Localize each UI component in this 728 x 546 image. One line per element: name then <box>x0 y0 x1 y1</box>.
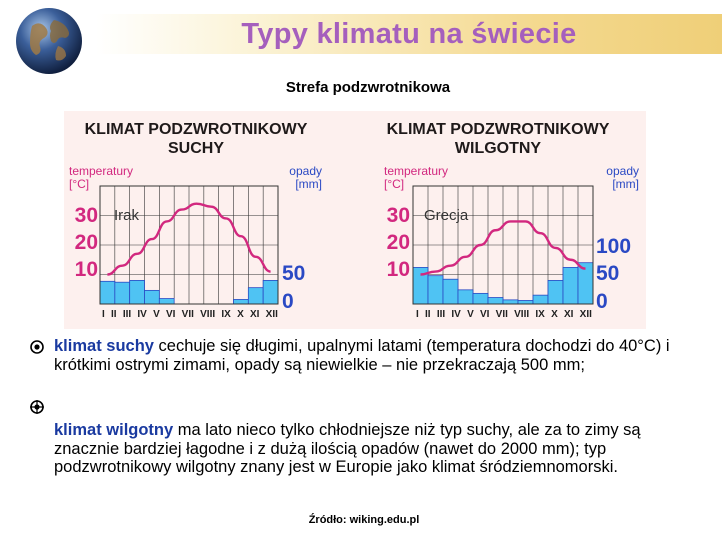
left-chart-title-line1: KLIMAT PODZWROTNIKOWY <box>84 121 308 138</box>
slide-subtitle: Strefa podzwrotnikowa <box>285 79 451 96</box>
right-chart-title-line2: WILGOTNY <box>454 140 542 157</box>
item-dry-text: cechuje się długimi, upalnymi latami (te… <box>54 337 670 374</box>
right-precip-bar-VIII <box>517 300 534 305</box>
climate-figure: KLIMAT PODZWROTNIKOWY SUCHY temperatury … <box>64 111 646 329</box>
title-bar <box>96 14 722 54</box>
left-ytick-30: 30 <box>74 204 98 227</box>
right-frame <box>412 185 594 305</box>
right-ytick-20: 20 <box>386 231 410 254</box>
left-prec-axis-caption: opady [mm] <box>274 165 322 191</box>
left-precip-bar-II <box>114 281 131 305</box>
left-ytick-10: 10 <box>74 258 98 281</box>
left-month-III: III <box>122 309 132 320</box>
left-month-IV: IV <box>137 309 147 320</box>
right-temp-caption-line1: temperatury <box>384 164 449 178</box>
right-climate-chart <box>412 185 594 305</box>
left-y2tick-0: 0 <box>282 290 294 313</box>
right-y2tick-50: 50 <box>596 262 620 285</box>
slide-title: Typy klimatu na świecie <box>241 18 577 50</box>
right-month-X: X <box>551 309 558 320</box>
left-month-VIII: VIII <box>200 309 216 320</box>
bullet-icon <box>30 340 44 354</box>
left-temp-axis-caption: temperatury [°C] <box>69 165 133 191</box>
item-dry-climate: klimat suchy cechuje się długimi, upalny… <box>54 337 704 374</box>
right-temp-caption-line2: [°C] <box>384 177 405 191</box>
item-humid-term: klimat wilgotny <box>54 421 174 439</box>
right-precip-bar-XI <box>562 267 579 305</box>
left-y2tick-50: 50 <box>282 262 306 285</box>
source-caption: Źródło: wiking.edu.pl <box>308 514 420 526</box>
right-month-II: II <box>425 309 431 320</box>
bullet-icon <box>30 400 44 414</box>
item-humid-climate: klimat wilgotny ma lato nieco tylko chło… <box>54 421 704 477</box>
right-month-VIII: VIII <box>514 309 530 320</box>
left-temperature-line <box>107 202 271 276</box>
left-precip-bar-IV <box>144 289 160 305</box>
left-month-XII: XII <box>265 309 278 320</box>
right-y2tick-100: 100 <box>596 235 632 258</box>
right-precip-bar-X <box>547 280 564 305</box>
right-month-XII: XII <box>579 309 592 320</box>
right-place-label: Grecja <box>424 207 469 224</box>
left-precip-bar-XII <box>262 280 279 305</box>
left-month-labels: I II III IV V VI VII VIII IX X XI XII <box>102 309 278 320</box>
right-month-III: III <box>436 309 446 320</box>
right-month-IX: IX <box>535 309 545 320</box>
left-prec-caption-line1: opady <box>289 164 322 178</box>
left-precip-bar-I <box>99 280 116 305</box>
left-chart-title-line2: SUCHY <box>167 140 224 157</box>
right-temperature-line <box>420 220 586 276</box>
right-prec-caption-line2: [mm] <box>612 177 639 191</box>
left-precip-bar-III <box>129 280 145 305</box>
left-month-X: X <box>237 309 244 320</box>
left-precip-bar-XI <box>247 287 264 305</box>
left-month-XI: XI <box>249 309 260 320</box>
left-month-V: V <box>153 309 160 320</box>
right-month-labels: I II III IV V VI VII VIII IX X XI XII <box>416 309 592 320</box>
right-month-VII: VII <box>495 309 508 320</box>
left-frame <box>99 185 279 305</box>
left-temp-caption-line2: [°C] <box>69 177 90 191</box>
right-month-V: V <box>467 309 474 320</box>
right-month-IV: IV <box>451 309 461 320</box>
left-month-VI: VI <box>165 309 176 320</box>
left-precip-bar-X <box>233 299 249 305</box>
item-humid-text: ma lato nieco tylko chłodniejsze niż typ… <box>54 421 641 476</box>
item-dry-term: klimat suchy <box>54 337 154 355</box>
right-temp-axis-caption: temperatury [°C] <box>384 165 448 191</box>
left-month-VII: VII <box>181 309 194 320</box>
right-y2tick-0: 0 <box>596 290 608 313</box>
right-precip-bar-IX <box>532 294 549 305</box>
right-precip-bar-VII <box>502 299 519 305</box>
right-ytick-30: 30 <box>386 204 410 227</box>
left-ytick-20: 20 <box>74 231 98 254</box>
left-precip-bar-V <box>158 298 175 305</box>
left-climate-chart <box>99 185 279 305</box>
right-precip-bar-III <box>442 278 459 305</box>
left-month-II: II <box>111 309 117 320</box>
right-precip-bar-II <box>427 275 444 305</box>
right-precip-bar-VI <box>487 297 504 305</box>
left-prec-caption-line2: [mm] <box>295 177 322 191</box>
right-prec-caption-line1: opady <box>606 164 639 178</box>
right-precip-bar-V <box>472 292 489 305</box>
left-month-IX: IX <box>221 309 231 320</box>
left-chart-title: KLIMAT PODZWROTNIKOWY SUCHY <box>70 120 322 158</box>
right-ytick-10: 10 <box>386 258 410 281</box>
right-precip-bar-IV <box>457 289 474 305</box>
right-month-XI: XI <box>563 309 574 320</box>
left-place-label: Irak <box>114 207 140 224</box>
left-temp-caption-line1: temperatury <box>69 164 134 178</box>
right-month-I: I <box>416 309 419 320</box>
left-month-I: I <box>102 309 105 320</box>
globe-icon <box>16 8 82 74</box>
right-chart-title: KLIMAT PODZWROTNIKOWY WILGOTNY <box>366 120 630 158</box>
right-chart-title-line1: KLIMAT PODZWROTNIKOWY <box>386 121 610 138</box>
right-month-VI: VI <box>479 309 490 320</box>
right-prec-axis-caption: opady [mm] <box>591 165 639 191</box>
